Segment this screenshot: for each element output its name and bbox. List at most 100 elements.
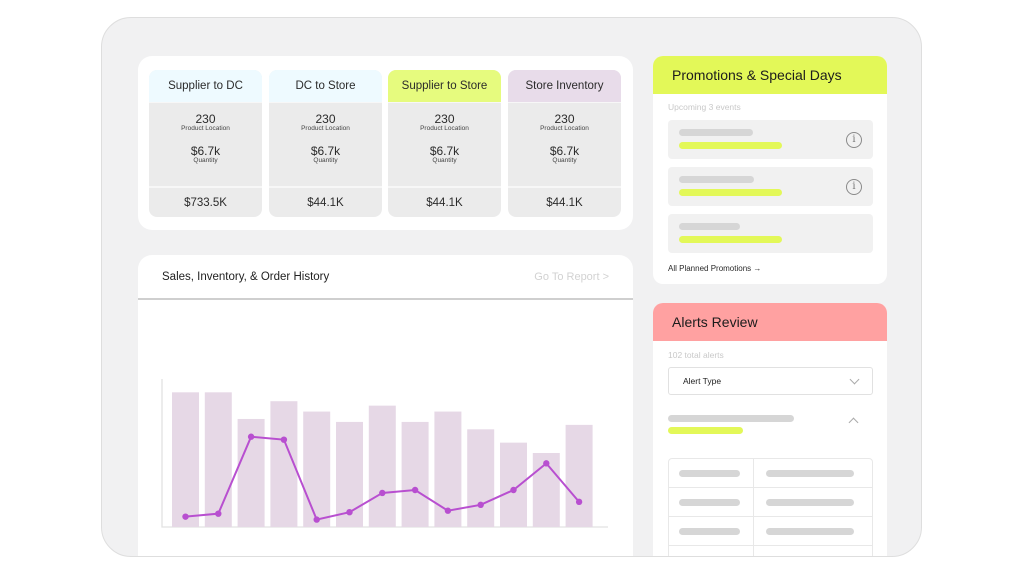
- placeholder-bar: [679, 499, 740, 506]
- product-location-label: Product Location: [301, 125, 350, 132]
- card-total: $733.5K: [149, 186, 262, 217]
- chart-point: [444, 507, 452, 514]
- alerts-title: Alerts Review: [653, 303, 887, 341]
- chart-bar: [565, 424, 593, 527]
- table-cell: [669, 517, 754, 545]
- quantity-value: $6.7k: [310, 144, 341, 158]
- product-location-label: Product Location: [181, 125, 230, 132]
- alert-type-select-value: Alert Type: [683, 376, 722, 386]
- table-row[interactable]: [669, 488, 872, 517]
- card-total: $44.1K: [508, 186, 621, 217]
- card-total: $44.1K: [269, 186, 382, 217]
- alert-group-header[interactable]: [668, 409, 873, 451]
- all-planned-promotions-link[interactable]: All Planned Promotions →: [668, 264, 762, 273]
- placeholder-bar: [679, 470, 740, 477]
- placeholder-bar: [766, 528, 854, 535]
- chart-point: [575, 498, 583, 506]
- promotions-subtitle: Upcoming 3 events: [668, 102, 741, 112]
- alert-type-select[interactable]: Alert Type: [668, 367, 873, 395]
- card-metrics: 230 Product Location $6.7k Quantity: [388, 102, 501, 186]
- quantity-value: $6.7k: [190, 144, 221, 158]
- alerts-panel: Alerts Review 102 total alerts Alert Typ…: [653, 303, 887, 556]
- placeholder-bar: [679, 236, 782, 243]
- promotions-panel: Promotions & Special Days Upcoming 3 eve…: [653, 56, 887, 284]
- device-frame: Supplier to DC 230 Product Location $6.7k Qu…: [101, 17, 922, 557]
- chart-bar: [172, 392, 199, 527]
- chart-header: Sales, Inventory, & Order History Go To …: [138, 255, 633, 300]
- quantity-label: Quantity: [432, 157, 457, 164]
- table-cell: [669, 546, 754, 556]
- chart-point: [543, 460, 550, 467]
- chart-bar: [401, 421, 429, 527]
- placeholder-bar: [679, 129, 753, 136]
- chart-point: [379, 489, 386, 497]
- chart-bar: [368, 405, 396, 527]
- chart-bar: [467, 429, 495, 527]
- table-row[interactable]: [669, 459, 872, 488]
- placeholder-bar: [766, 499, 854, 506]
- chevron-up-icon[interactable]: [848, 417, 859, 428]
- table-cell: [669, 459, 754, 487]
- chart-title: Sales, Inventory, & Order History: [162, 270, 330, 283]
- promotions-title: Promotions & Special Days: [653, 56, 887, 94]
- quantity-value: $6.7k: [429, 144, 460, 158]
- product-location-value: 230: [315, 112, 336, 126]
- placeholder-bar: [679, 223, 740, 230]
- product-location-label: Product Location: [540, 125, 589, 132]
- chart-bar: [303, 411, 331, 527]
- placeholder-bar: [679, 176, 754, 183]
- go-to-report-link[interactable]: Go To Report >: [534, 270, 609, 283]
- product-location-value: 230: [554, 112, 575, 126]
- promotion-item[interactable]: i: [668, 120, 873, 159]
- chart-point: [280, 436, 288, 443]
- table-row[interactable]: [669, 517, 872, 546]
- product-location-value: 230: [434, 112, 455, 126]
- promotion-item[interactable]: i: [668, 167, 873, 206]
- table-cell: [754, 517, 872, 545]
- alerts-subtitle: 102 total alerts: [668, 350, 724, 360]
- quantity-label: Quantity: [552, 157, 577, 164]
- product-location-label: Product Location: [420, 125, 469, 132]
- promotion-item[interactable]: [668, 214, 873, 253]
- chart-bar: [500, 442, 527, 527]
- chart-point: [411, 486, 419, 494]
- chart-point: [215, 510, 222, 517]
- chart-bar: [204, 392, 232, 527]
- card-metrics: 230 Product Location $6.7k Quantity: [508, 102, 621, 186]
- sales-chart: [161, 379, 608, 528]
- chevron-down-icon: [849, 374, 860, 384]
- card-title: DC to Store: [269, 70, 382, 102]
- placeholder-bar: [679, 142, 782, 149]
- product-location-value: 230: [195, 112, 216, 126]
- summary-card[interactable]: Store Inventory 230 Product Location $6.7k Q…: [508, 70, 621, 217]
- quantity-value: $6.7k: [549, 144, 580, 158]
- alerts-table: [668, 458, 873, 556]
- card-title: Supplier to DC: [149, 70, 262, 102]
- chart-point: [510, 486, 517, 494]
- table-cell: [754, 488, 872, 516]
- summary-card[interactable]: Supplier to DC 230 Product Location $6.7k Qu…: [149, 70, 262, 217]
- card-title: Store Inventory: [508, 70, 621, 102]
- quantity-label: Quantity: [313, 157, 338, 164]
- chart-point: [247, 433, 255, 440]
- table-row[interactable]: [669, 546, 872, 556]
- card-title: Supplier to Store: [388, 70, 501, 102]
- card-metrics: 230 Product Location $6.7k Quantity: [149, 102, 262, 186]
- card-metrics: 230 Product Location $6.7k Quantity: [269, 102, 382, 186]
- placeholder-bar: [668, 415, 794, 422]
- summary-panel: Supplier to DC 230 Product Location $6.7k Qu…: [138, 56, 633, 230]
- summary-card[interactable]: Supplier to Store 230 Product Location $6.7…: [388, 70, 501, 217]
- placeholder-bar: [766, 470, 854, 477]
- chart-point: [346, 509, 353, 516]
- chart-point: [477, 501, 484, 508]
- table-cell: [754, 546, 872, 556]
- chart-point: [313, 516, 320, 523]
- info-icon[interactable]: i: [846, 132, 862, 148]
- placeholder-bar: [668, 427, 743, 434]
- placeholder-bar: [679, 528, 740, 535]
- sales-history-panel: Sales, Inventory, & Order History Go To …: [138, 255, 633, 556]
- info-icon[interactable]: i: [846, 179, 862, 195]
- card-total: $44.1K: [388, 186, 501, 217]
- chart-point: [182, 513, 189, 520]
- summary-card[interactable]: DC to Store 230 Product Location $6.7k Quant…: [269, 70, 382, 217]
